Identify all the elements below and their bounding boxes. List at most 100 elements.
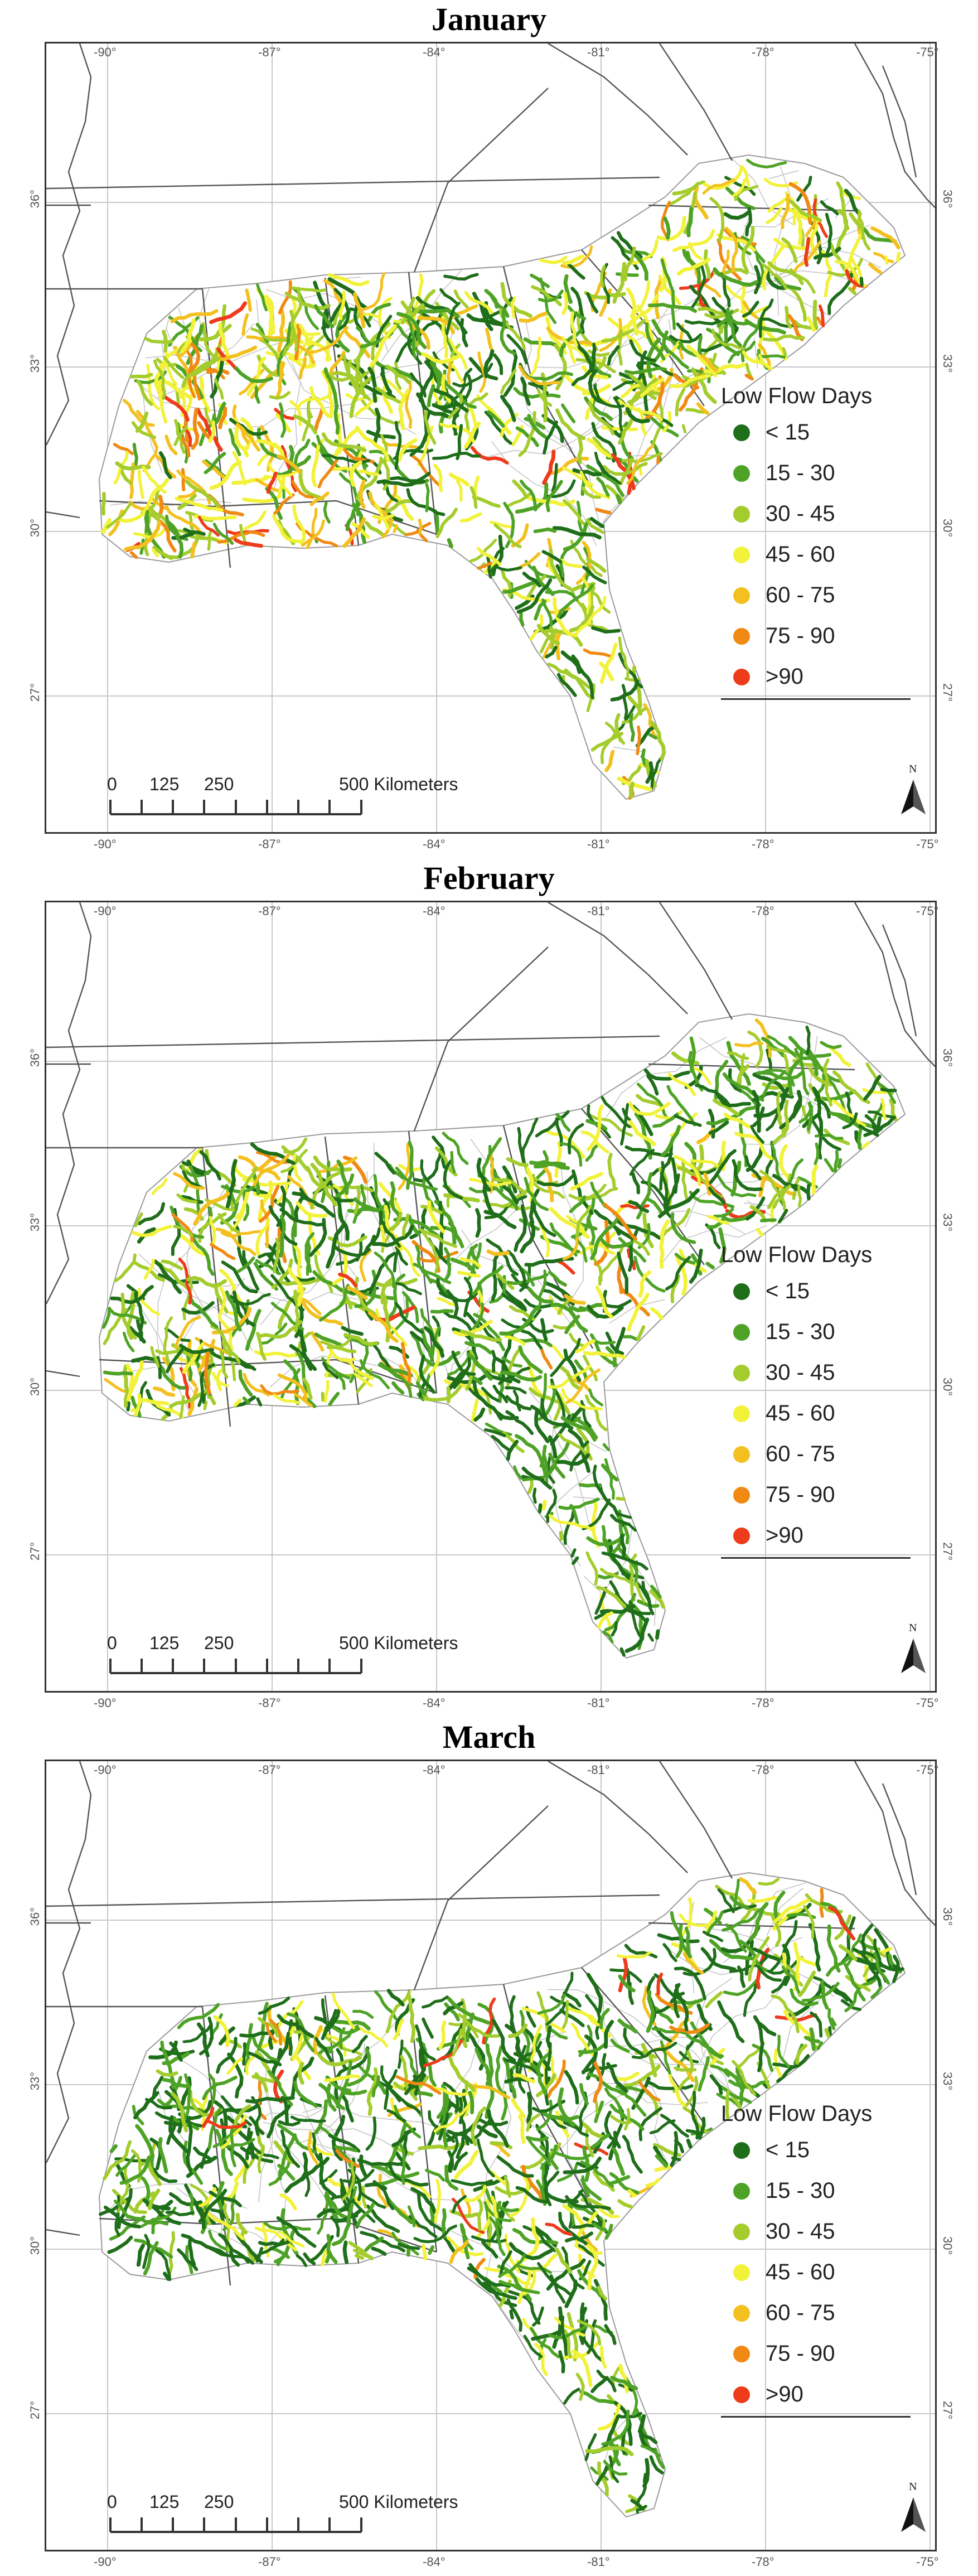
stream-segment (613, 396, 623, 432)
stream-segment (557, 2087, 575, 2127)
scale-tick (328, 2517, 331, 2532)
stream-segment (338, 1272, 357, 1288)
stream-segment (873, 252, 894, 263)
stream-segment (417, 316, 455, 335)
stream-segment (360, 2192, 386, 2209)
stream-segment (824, 1158, 835, 1173)
stream-segment (585, 1551, 599, 1586)
stream-segment (703, 249, 711, 279)
stream-segment (488, 2216, 506, 2256)
stream-segment (447, 1371, 463, 1391)
stream-segment (254, 2238, 285, 2260)
scale-tick (360, 2517, 362, 2532)
stream-segment (117, 2165, 129, 2213)
stream-segment (493, 523, 522, 549)
coord-label-right: 36° (941, 190, 955, 209)
stream-segment (686, 344, 718, 378)
stream-segment (749, 1124, 765, 1144)
stream-segment (612, 373, 645, 392)
coord-label-left: 36° (28, 1907, 42, 1926)
stream-segment (610, 453, 636, 490)
stream-segment (627, 1293, 650, 1332)
stream-segment (563, 2156, 602, 2174)
map-canvas (46, 44, 935, 832)
stream-segment (850, 256, 862, 277)
stream-segment (848, 287, 857, 295)
stream-segment (341, 2161, 356, 2201)
stream-segment (214, 402, 226, 424)
state-boundary (659, 44, 733, 161)
stream-segment (745, 363, 753, 379)
stream-segment (558, 1433, 593, 1461)
coord-label-right: 30° (941, 1378, 955, 1396)
stream-segment (103, 1370, 133, 1376)
stream-segment (219, 1318, 234, 1351)
stream-segment (446, 302, 461, 335)
stream-segment (660, 1125, 681, 1158)
stream-segment (591, 422, 617, 463)
stream-segment (562, 2203, 585, 2226)
stream-segment (506, 1157, 529, 1167)
stream-segment (152, 545, 173, 560)
stream-segment (278, 2120, 301, 2126)
basin-boundary (634, 319, 675, 464)
stream-segment (275, 361, 285, 398)
stream-segment (231, 476, 268, 485)
stream-segment (599, 1238, 634, 1249)
stream-segment (137, 470, 144, 499)
coord-label-top: -84° (423, 45, 446, 59)
stream-segment (593, 1339, 616, 1345)
stream-segment (180, 318, 196, 354)
stream-segment (570, 287, 585, 334)
stream-segment (181, 356, 221, 388)
stream-segment (434, 2200, 441, 2223)
stream-segment (432, 387, 469, 413)
stream-segment (376, 2173, 389, 2208)
stream-segment (371, 2075, 380, 2097)
state-boundary (882, 924, 917, 1037)
stream-segment (149, 496, 169, 511)
legend-item: 30 - 45 (721, 2211, 911, 2252)
stream-segment (321, 1391, 325, 1402)
stream-segment (385, 364, 411, 384)
stream-segment (567, 1123, 584, 1155)
stream-segment (225, 1159, 238, 1209)
stream-segment (572, 2219, 607, 2229)
stream-segment (353, 292, 366, 328)
stream-segment (269, 2019, 283, 2046)
legend-swatch (733, 424, 750, 441)
stream-segment (734, 185, 759, 201)
stream-segment (418, 1227, 458, 1248)
stream-segment (198, 2016, 214, 2056)
stream-segment (826, 1956, 850, 1977)
stream-segment (302, 1378, 313, 1400)
stream-segment (781, 1965, 802, 1997)
stream-segment (527, 414, 547, 439)
stream-segment (464, 291, 493, 315)
stream-segment (671, 1157, 678, 1194)
stream-segment (737, 1965, 746, 1988)
stream-segment (354, 1372, 373, 1388)
stream-segment (698, 2116, 706, 2140)
stream-segment (841, 1916, 856, 1964)
stream-segment (748, 1902, 769, 1942)
stream-segment (491, 1434, 510, 1451)
stream-segment (157, 380, 167, 424)
coord-label-top: -75° (916, 1763, 939, 1777)
panel-title: January (431, 1, 547, 37)
stream-segment (155, 2249, 172, 2282)
stream-segment (443, 1159, 463, 1200)
stream-segment (587, 584, 611, 614)
stream-segment (443, 273, 479, 281)
stream-segment (265, 487, 283, 520)
stream-segment (277, 1373, 308, 1403)
stream-segment (130, 1395, 142, 1418)
stream-segment (251, 1172, 260, 1196)
stream-segment (277, 1287, 306, 1330)
stream-segment (545, 2003, 567, 2026)
stream-segment (483, 1428, 506, 1438)
coord-label-bottom: -78° (752, 2555, 774, 2569)
stream-segment (210, 356, 225, 399)
legend-swatch (733, 1446, 750, 1463)
stream-segment (675, 388, 686, 417)
